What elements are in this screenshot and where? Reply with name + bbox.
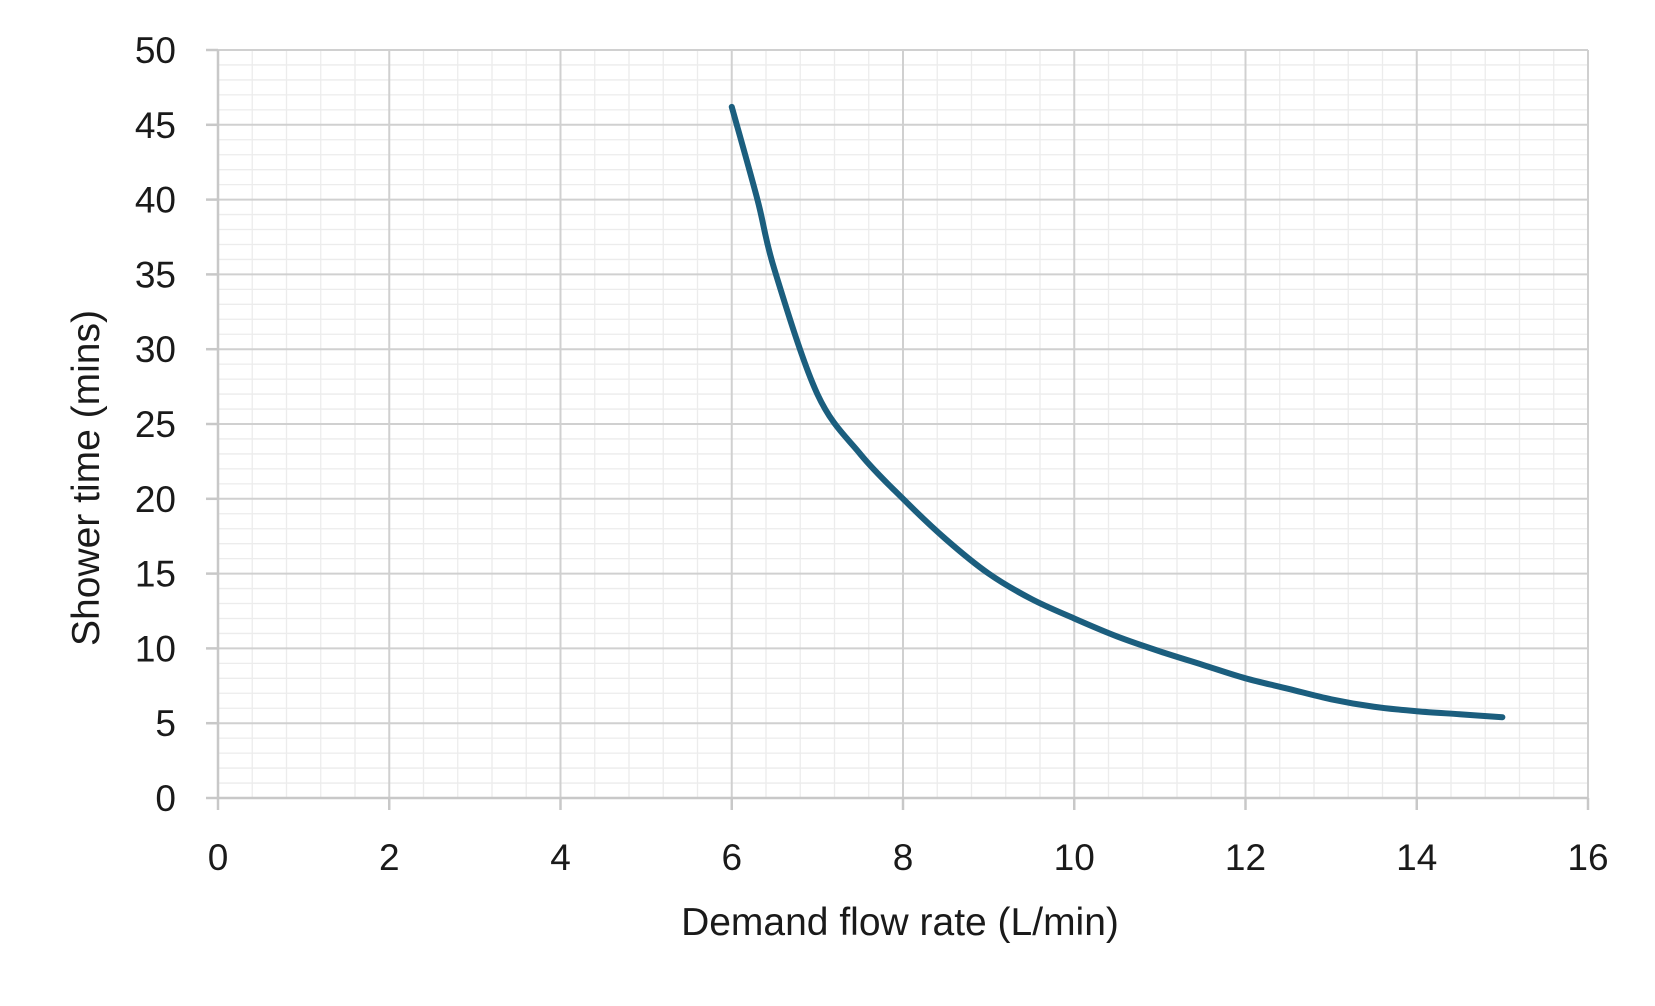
y-tick-label: 15 bbox=[135, 554, 176, 595]
y-tick-label: 50 bbox=[135, 30, 176, 71]
x-tick-label: 6 bbox=[721, 837, 742, 878]
tick-labels: 0 2 4 6 8 10 12 14 16 0 5 10 15 20 25 30 35 40 45 50 bbox=[135, 30, 1609, 878]
y-tick-label: 25 bbox=[135, 404, 176, 445]
y-tick-label: 20 bbox=[135, 479, 176, 520]
y-axis-title: Shower time (mins) bbox=[65, 310, 108, 646]
series-line-0 bbox=[728, 103, 1506, 721]
x-tick-label: 10 bbox=[1054, 837, 1095, 878]
y-tick-label: 45 bbox=[135, 105, 176, 146]
x-tick-label: 14 bbox=[1396, 837, 1437, 878]
y-tick-label: 40 bbox=[135, 180, 176, 221]
x-tick-label: 4 bbox=[550, 837, 571, 878]
series-layer bbox=[728, 103, 1506, 721]
y-tick-label: 30 bbox=[135, 329, 176, 370]
y-tick-label: 5 bbox=[155, 703, 176, 744]
x-tick-label: 0 bbox=[208, 837, 229, 878]
major-gridlines bbox=[218, 49, 1589, 798]
y-tick-label: 0 bbox=[155, 778, 176, 819]
x-tick-label: 12 bbox=[1225, 837, 1266, 878]
x-tick-label: 8 bbox=[893, 837, 914, 878]
y-tick-label: 35 bbox=[135, 254, 176, 295]
y-tick-label: 10 bbox=[135, 628, 176, 669]
x-tick-label: 2 bbox=[379, 837, 400, 878]
x-axis-title: Demand flow rate (L/min) bbox=[681, 901, 1119, 944]
axes bbox=[206, 48, 1590, 810]
x-tick-label: 16 bbox=[1567, 837, 1608, 878]
